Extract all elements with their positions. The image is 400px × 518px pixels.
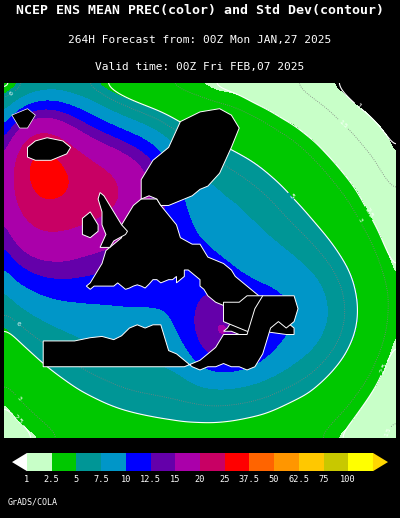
Bar (274, 453, 299, 471)
Text: NCEP ENS MEAN PREC(color) and Std Dev(contour): NCEP ENS MEAN PREC(color) and Std Dev(co… (16, 4, 384, 17)
Text: 62.5: 62.5 (288, 476, 309, 484)
Bar (175, 453, 200, 471)
Polygon shape (12, 109, 35, 128)
Polygon shape (43, 296, 298, 370)
Bar (101, 453, 126, 471)
Bar (299, 453, 324, 471)
Text: 15: 15 (170, 476, 180, 484)
Bar (27, 453, 52, 471)
Bar (250, 453, 274, 471)
Polygon shape (98, 193, 128, 248)
Text: 2.5: 2.5 (12, 414, 24, 426)
Polygon shape (373, 453, 388, 471)
Text: 75: 75 (318, 476, 329, 484)
Text: 37.5: 37.5 (239, 476, 260, 484)
Polygon shape (141, 109, 239, 206)
Text: 100: 100 (340, 476, 356, 484)
Text: 7.5: 7.5 (93, 476, 109, 484)
Text: 1.5: 1.5 (383, 427, 392, 438)
Text: 5: 5 (74, 476, 79, 484)
Text: 1: 1 (24, 476, 30, 484)
Bar (150, 453, 175, 471)
Text: 2.5: 2.5 (379, 362, 389, 375)
Text: 20: 20 (195, 476, 205, 484)
Polygon shape (224, 296, 294, 335)
Bar (126, 453, 150, 471)
Bar (52, 453, 76, 471)
Text: Valid time: 00Z Fri FEB,07 2025: Valid time: 00Z Fri FEB,07 2025 (95, 62, 305, 72)
Bar (200, 453, 225, 471)
Text: 10: 10 (121, 476, 131, 484)
Text: 2.5: 2.5 (44, 476, 60, 484)
Text: 2.5: 2.5 (364, 207, 374, 219)
Polygon shape (82, 212, 98, 238)
Bar (76, 453, 101, 471)
Text: 6: 6 (15, 321, 22, 327)
Text: 5: 5 (288, 192, 295, 199)
Bar (348, 453, 373, 471)
Text: 50: 50 (269, 476, 279, 484)
Text: 3: 3 (356, 217, 362, 223)
Text: 264H Forecast from: 00Z Mon JAN,27 2025: 264H Forecast from: 00Z Mon JAN,27 2025 (68, 35, 332, 45)
Text: 1: 1 (354, 103, 362, 110)
Polygon shape (12, 453, 27, 471)
Text: GrADS/COLA: GrADS/COLA (8, 498, 58, 507)
Polygon shape (28, 138, 71, 160)
Text: 3: 3 (16, 395, 22, 401)
Polygon shape (86, 199, 263, 335)
Text: 25: 25 (220, 476, 230, 484)
Bar (225, 453, 250, 471)
Bar (324, 453, 348, 471)
Text: 12.5: 12.5 (140, 476, 161, 484)
Text: 1.5: 1.5 (338, 119, 348, 129)
Text: 6: 6 (9, 91, 15, 97)
